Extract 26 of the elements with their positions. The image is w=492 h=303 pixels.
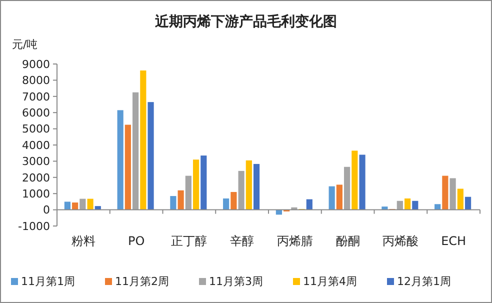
legend-label: 11月第3周 <box>209 275 263 288</box>
y-tick-label: 9000 <box>22 58 50 71</box>
x-tick-label: 丙烯酸 <box>382 234 419 248</box>
y-tick-label: 3000 <box>22 155 50 168</box>
chart-title: 近期丙烯下游产品毛利变化图 <box>154 13 337 30</box>
y-tick-label: 5000 <box>22 122 50 136</box>
x-tick-label: PO <box>128 234 145 248</box>
y-tick-label: 7000 <box>22 90 50 104</box>
y-tick-label: 6000 <box>22 106 50 120</box>
y-tick-label: 1000 <box>22 187 50 200</box>
legend-label: 11月第2周 <box>115 275 169 288</box>
y-tick-label: 4000 <box>22 138 50 152</box>
x-tick-label: 正丁醇 <box>171 234 208 248</box>
y-tick-label: 0 <box>43 204 50 217</box>
legend-label: 11月第4周 <box>303 275 357 288</box>
x-tick-label: 酚酮 <box>336 234 360 248</box>
y-tick-label: 8000 <box>22 74 50 88</box>
x-tick-label: ECH <box>441 234 466 248</box>
y-tick-label: -1000 <box>18 220 50 233</box>
x-tick-label: 辛醇 <box>230 234 254 248</box>
x-tick-label: 丙烯腈 <box>276 234 313 248</box>
y-tick-label: 2000 <box>22 171 50 184</box>
x-tick-label: 粉料 <box>71 234 96 248</box>
legend-label: 11月第1周 <box>21 275 75 288</box>
y-axis-title: 元/吨 <box>12 38 38 51</box>
legend-label: 12月第1周 <box>397 275 451 288</box>
